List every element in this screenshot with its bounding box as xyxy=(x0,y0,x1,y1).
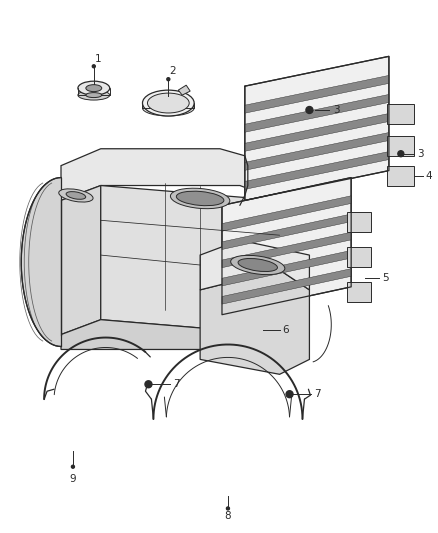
Polygon shape xyxy=(178,85,190,95)
Polygon shape xyxy=(347,212,371,232)
Polygon shape xyxy=(222,269,351,304)
Text: 6: 6 xyxy=(283,325,289,335)
Polygon shape xyxy=(222,232,351,268)
Text: 8: 8 xyxy=(225,511,231,521)
Text: 9: 9 xyxy=(70,474,76,483)
Circle shape xyxy=(306,107,313,114)
Text: 7: 7 xyxy=(314,389,321,399)
Circle shape xyxy=(71,465,74,468)
Polygon shape xyxy=(347,247,371,267)
Polygon shape xyxy=(222,196,351,231)
Polygon shape xyxy=(222,177,351,314)
Text: 3: 3 xyxy=(417,149,424,159)
Polygon shape xyxy=(387,104,414,124)
Circle shape xyxy=(145,381,152,387)
Ellipse shape xyxy=(86,85,102,92)
Text: 7: 7 xyxy=(173,379,180,389)
Circle shape xyxy=(398,151,404,157)
Ellipse shape xyxy=(142,100,194,116)
Ellipse shape xyxy=(78,90,110,100)
Polygon shape xyxy=(245,75,389,113)
Ellipse shape xyxy=(231,255,285,274)
Circle shape xyxy=(226,507,230,510)
Text: 3: 3 xyxy=(333,105,340,115)
Ellipse shape xyxy=(148,93,189,113)
Ellipse shape xyxy=(78,81,110,95)
Text: 5: 5 xyxy=(382,273,389,283)
Polygon shape xyxy=(61,149,279,200)
Polygon shape xyxy=(245,94,389,132)
Polygon shape xyxy=(245,114,389,151)
Polygon shape xyxy=(387,136,414,156)
Circle shape xyxy=(92,65,95,68)
Ellipse shape xyxy=(59,189,93,202)
Polygon shape xyxy=(245,56,389,200)
Polygon shape xyxy=(222,214,351,249)
Ellipse shape xyxy=(86,93,102,98)
Ellipse shape xyxy=(142,90,194,116)
Polygon shape xyxy=(245,151,389,189)
Polygon shape xyxy=(347,282,371,302)
Text: 4: 4 xyxy=(426,171,432,181)
Polygon shape xyxy=(61,185,101,335)
Polygon shape xyxy=(387,166,414,185)
Text: 2: 2 xyxy=(169,66,176,76)
Polygon shape xyxy=(61,320,279,350)
Ellipse shape xyxy=(238,259,277,271)
Circle shape xyxy=(286,391,293,398)
Text: 1: 1 xyxy=(95,54,101,64)
Polygon shape xyxy=(21,177,61,346)
Polygon shape xyxy=(101,185,279,335)
Ellipse shape xyxy=(170,188,230,208)
Ellipse shape xyxy=(177,191,224,206)
Polygon shape xyxy=(222,251,351,286)
Polygon shape xyxy=(245,133,389,171)
Circle shape xyxy=(167,78,170,80)
Ellipse shape xyxy=(66,192,86,199)
Polygon shape xyxy=(200,240,309,290)
Polygon shape xyxy=(200,270,309,374)
